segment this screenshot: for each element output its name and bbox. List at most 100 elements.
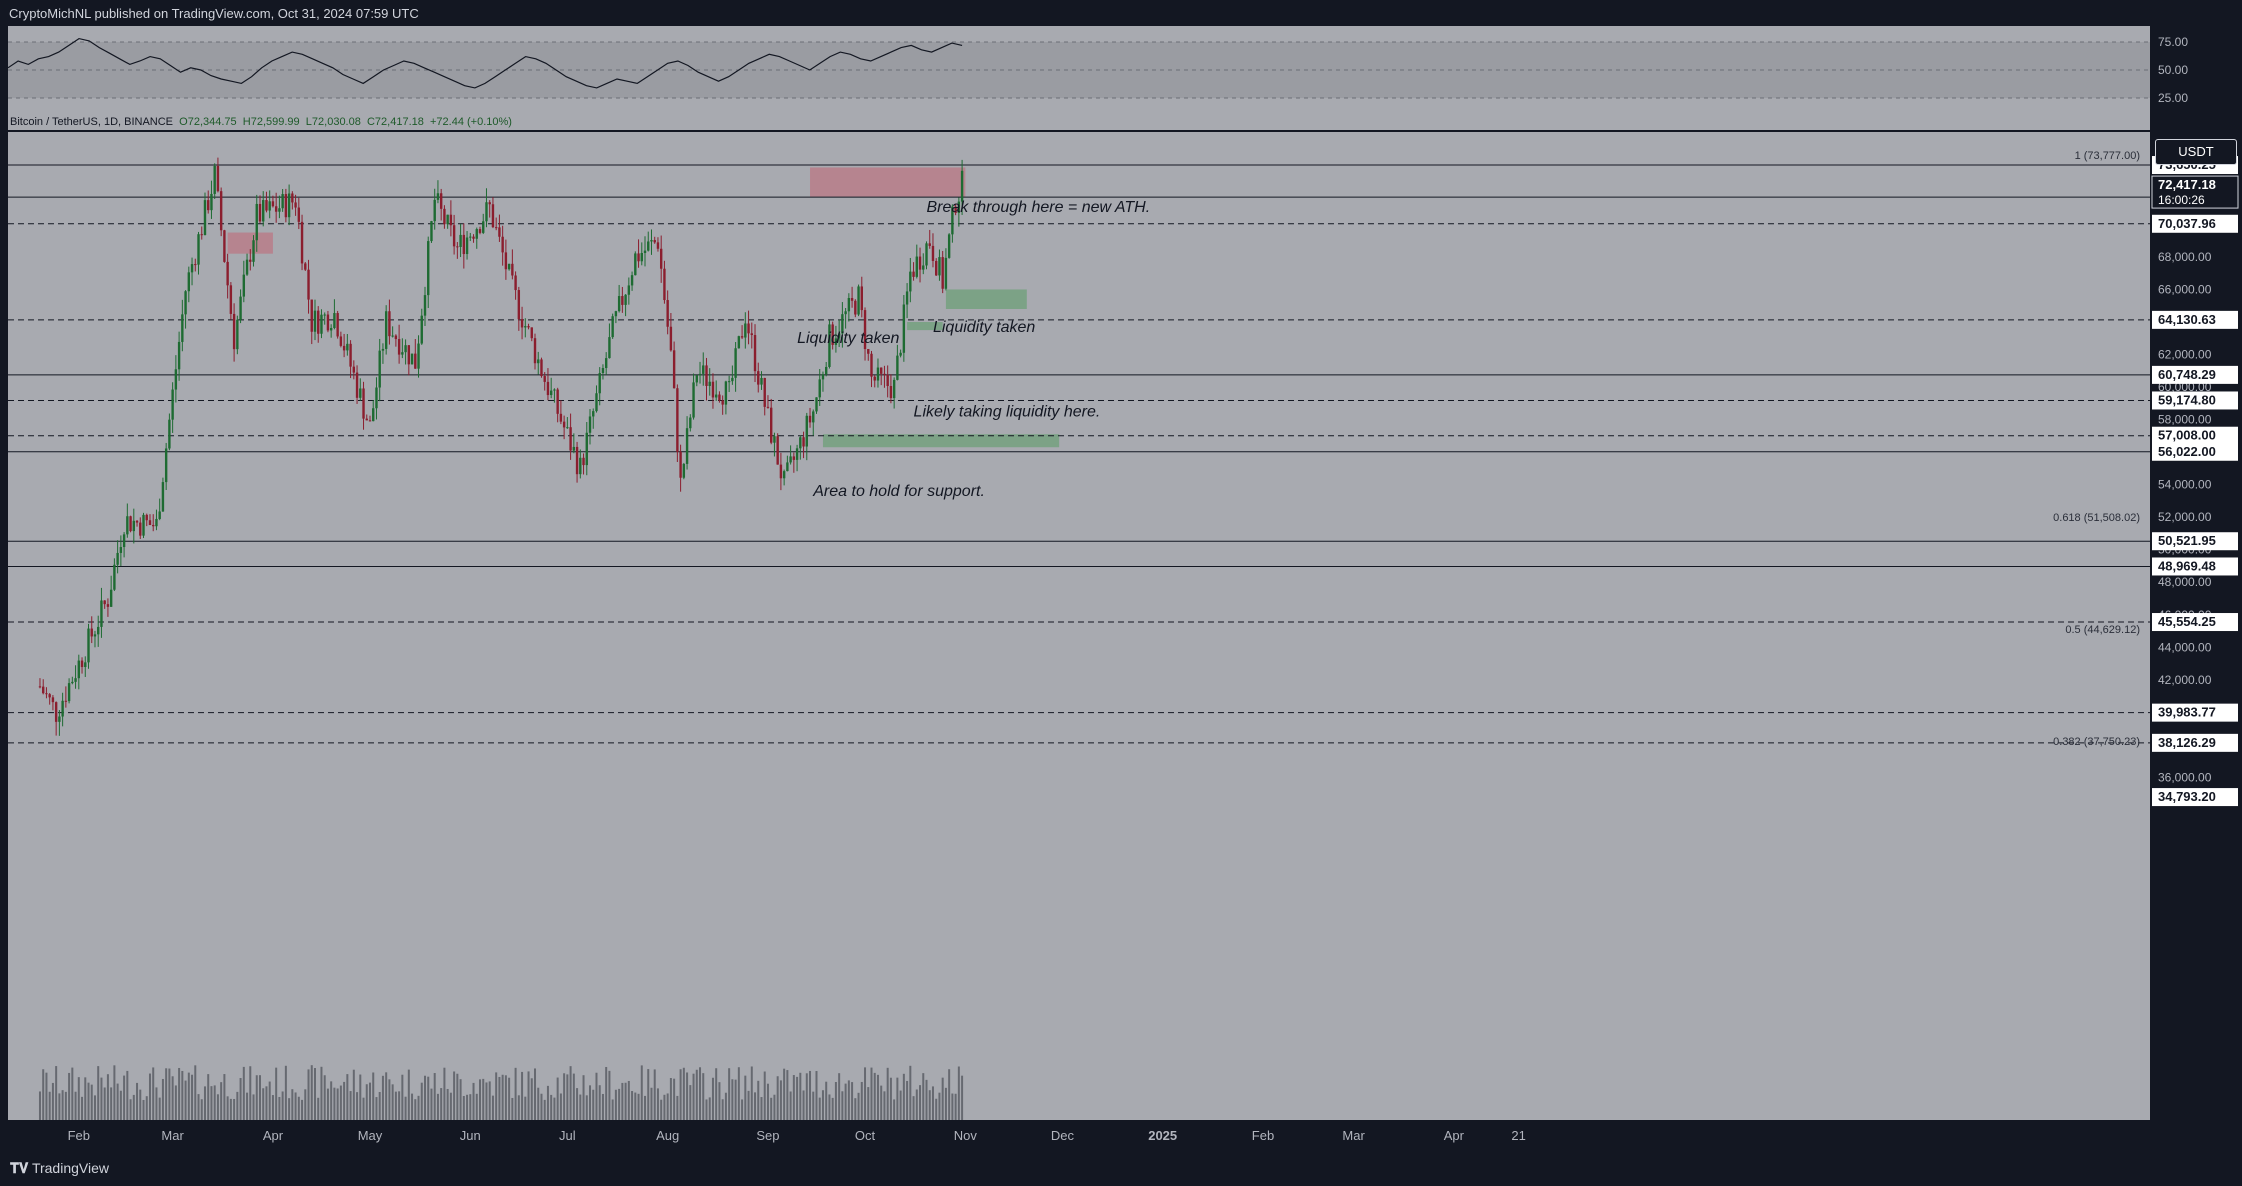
volume-bar — [420, 1082, 423, 1120]
level-tag-label: 59,174.80 — [2158, 392, 2216, 407]
symbol-legend: Bitcoin / TetherUS, 1D, BINANCE O72,344.… — [10, 116, 512, 128]
volume-bar — [129, 1099, 132, 1120]
volume-bar — [754, 1092, 757, 1120]
volume-bar — [537, 1087, 540, 1120]
level-tag — [2152, 613, 2238, 632]
volume-bar — [77, 1077, 80, 1120]
candle-body — [485, 202, 488, 222]
volume-bar — [466, 1094, 469, 1120]
time-axis[interactable]: Feb Mar Apr May Jun Jul Aug Sep Oct Nov Dec 2025 Feb… — [8, 1120, 2150, 1150]
candle-body — [465, 237, 469, 255]
candle-body — [410, 353, 414, 365]
candle-body — [779, 464, 783, 479]
time-tick-label: Oct — [855, 1128, 876, 1143]
volume-bar — [385, 1072, 388, 1120]
candle-body — [925, 243, 928, 266]
volume-bar — [51, 1082, 54, 1120]
volume-bar — [957, 1066, 960, 1120]
candle-body — [650, 240, 653, 242]
volume-bar — [902, 1073, 905, 1120]
level-tag — [2152, 391, 2238, 410]
volume-bar — [456, 1073, 459, 1120]
candle-body — [883, 373, 886, 375]
volume-bar — [938, 1092, 941, 1120]
candle-body — [362, 388, 365, 419]
volume-bar — [362, 1097, 365, 1120]
candle-body — [624, 294, 627, 305]
price-axis[interactable]: 74,000.0072,000.0070,000.0068,000.0066,0… — [2150, 26, 2242, 1120]
candle-body — [297, 207, 301, 222]
volume-bar — [592, 1089, 595, 1120]
volume-bar — [414, 1099, 417, 1120]
volume-bar — [407, 1069, 410, 1120]
volume-bar — [676, 1095, 679, 1120]
volume-bar — [479, 1079, 482, 1120]
volume-bar — [398, 1091, 401, 1120]
volume-bar — [915, 1089, 918, 1120]
candle-body — [844, 311, 847, 315]
volume-bar — [514, 1067, 517, 1120]
volume-bar — [213, 1085, 216, 1120]
candle-body — [459, 234, 462, 247]
volume-bar — [663, 1094, 666, 1120]
candle-body — [439, 193, 443, 209]
candle-body — [727, 381, 731, 383]
volume-bar — [174, 1085, 177, 1120]
candle-body — [922, 265, 925, 270]
candle-body — [106, 604, 110, 607]
volume-bar — [262, 1088, 265, 1120]
candle-body — [164, 448, 168, 483]
candle-body — [608, 337, 611, 359]
candle-body — [375, 387, 378, 409]
volume-bar — [656, 1088, 659, 1120]
candle-body — [575, 446, 579, 475]
volume-bar — [336, 1088, 339, 1120]
candle-body — [397, 339, 401, 355]
candle-body — [604, 358, 608, 369]
volume-bar — [634, 1092, 637, 1120]
time-tick-label: Mar — [161, 1128, 184, 1143]
candle-body — [763, 377, 766, 407]
volume-bar — [64, 1091, 67, 1120]
volume-bar — [621, 1082, 624, 1120]
candle-body — [795, 448, 799, 460]
volume-bar — [275, 1067, 278, 1120]
candle-body — [48, 694, 51, 698]
low-value: L72,030.08 — [305, 116, 361, 128]
candle-body — [643, 250, 647, 253]
level-tag — [2152, 365, 2238, 384]
footer-brand[interactable]: TradingView — [31, 1160, 109, 1176]
volume-bar — [171, 1076, 174, 1120]
volume-bar — [200, 1099, 203, 1120]
rsi-tick-label: 75.00 — [2158, 35, 2188, 49]
volume-bar — [527, 1071, 530, 1120]
candle-body — [905, 291, 909, 305]
candle-body — [517, 290, 521, 320]
chart-frame[interactable]: Break through here = new ATH. Liquidity t… — [8, 26, 2150, 1120]
candle-body — [414, 353, 417, 369]
candle-body — [287, 193, 291, 218]
volume-bar — [278, 1096, 281, 1120]
volume-bar — [381, 1075, 384, 1120]
candle-body — [799, 437, 802, 449]
candle-body — [61, 700, 64, 717]
volume-bar — [84, 1077, 87, 1120]
volume-bar — [789, 1091, 792, 1120]
volume-bar — [805, 1073, 808, 1120]
candle-body — [378, 350, 381, 388]
candle-body — [572, 446, 576, 451]
volume-bar — [346, 1074, 349, 1120]
volume-bar — [579, 1094, 582, 1120]
tradingview-logo-icon[interactable]: 𝐓𝐕 — [10, 1160, 29, 1176]
price-chart-svg[interactable]: Break through here = new ATH. Liquidity t… — [8, 26, 2150, 1120]
volume-bar — [368, 1082, 371, 1120]
candle-body — [960, 170, 964, 202]
candle-body — [384, 311, 388, 349]
volume-bar — [543, 1099, 546, 1120]
candle-body — [553, 389, 556, 391]
candle-body — [174, 369, 178, 390]
annotation-text: Area to hold for support. — [812, 483, 985, 500]
currency-button[interactable]: USDT — [2155, 139, 2237, 165]
volume-bar — [731, 1079, 734, 1120]
volume-bar — [307, 1069, 310, 1120]
